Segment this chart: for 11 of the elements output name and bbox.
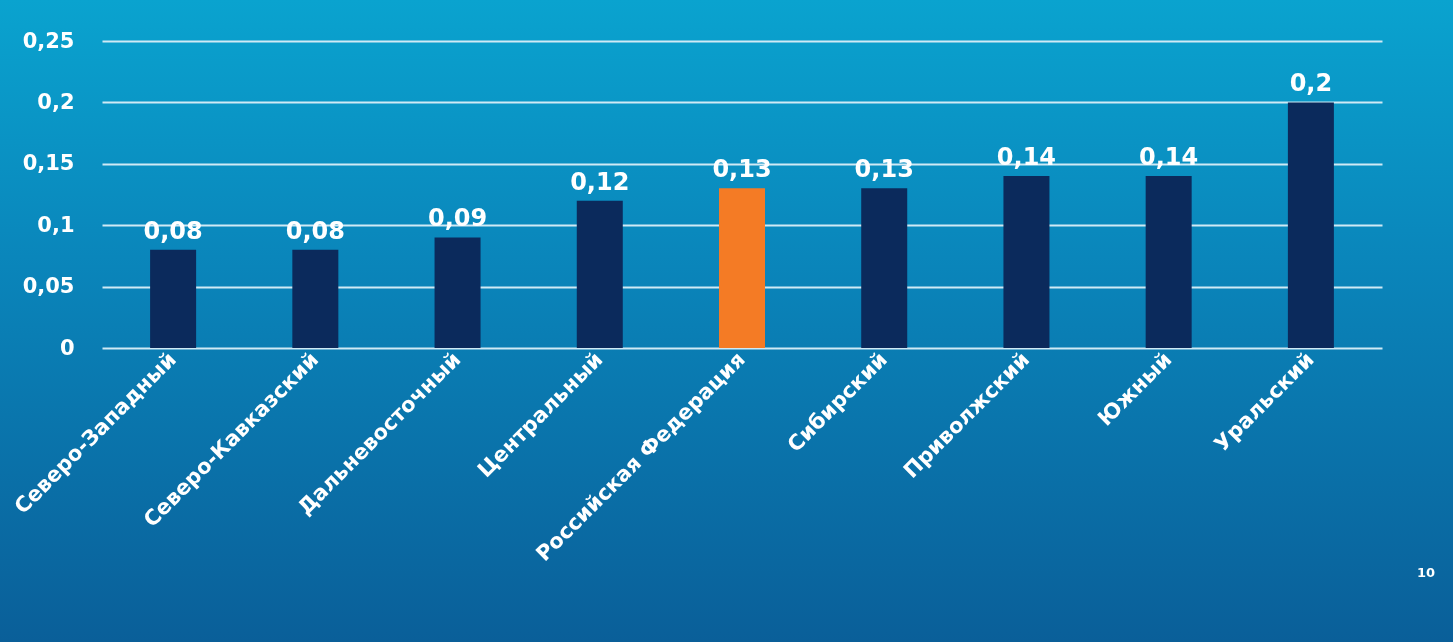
y-tick-label: 0,25 [22, 28, 75, 53]
data-label: 0,09 [427, 204, 488, 233]
data-label: 0,14 [996, 143, 1057, 172]
data-label: 0,2 [1289, 69, 1333, 98]
data-label: 0,12 [570, 167, 630, 196]
y-tick-label: 0,2 [37, 89, 75, 114]
y-tick-label: 0,15 [22, 151, 75, 176]
y-tick-label: 0,1 [37, 212, 75, 237]
y-tick-label: 0,05 [22, 274, 75, 299]
text: 10 [1416, 565, 1435, 580]
data-label: 0,14 [1139, 143, 1199, 172]
